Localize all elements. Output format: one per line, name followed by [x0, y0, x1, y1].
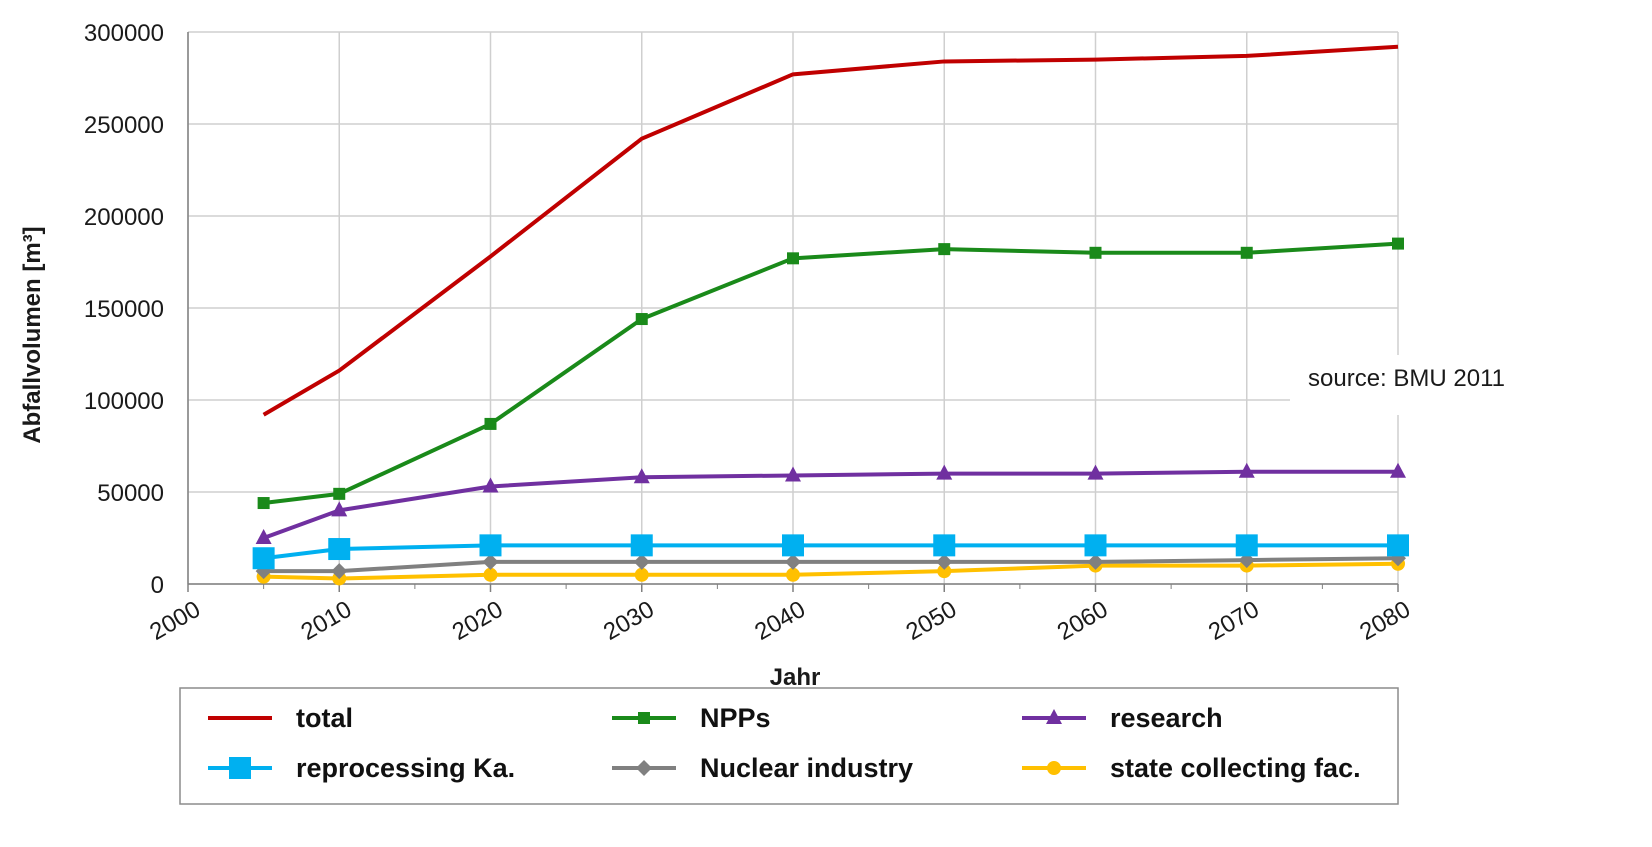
- y-tick-label: 0: [151, 572, 164, 599]
- data-point: [252, 547, 275, 570]
- data-point: [933, 534, 956, 557]
- legend-item: NPPs: [612, 703, 771, 733]
- data-point: [1087, 464, 1104, 480]
- legend-label: research: [1110, 703, 1223, 733]
- data-point: [633, 468, 650, 484]
- axes: [187, 32, 1399, 592]
- series-3: [252, 534, 1409, 570]
- legend-label: Nuclear industry: [700, 753, 913, 783]
- legend-box: [179, 687, 1399, 805]
- data-point: [1089, 246, 1102, 259]
- series-line: [263, 543, 1398, 561]
- legend: total NPPs research reprocessing Ka. Nuclear…: [179, 687, 1399, 805]
- series-2: [255, 462, 1406, 544]
- legend-swatch-marker: [638, 712, 650, 724]
- x-tick-labels: 2000 2010 2020 2030 2040 2050 2060 2070 2080: [145, 596, 1415, 646]
- y-tick-label: 300000: [84, 20, 164, 47]
- data-point: [787, 252, 799, 265]
- data-point: [633, 553, 650, 570]
- legend-label: state collecting fac.: [1110, 753, 1361, 783]
- series-line: [262, 44, 1399, 417]
- series-line: [263, 241, 1399, 506]
- legend-item: reprocessing Ka.: [208, 753, 515, 783]
- data-point: [1235, 534, 1258, 557]
- series-1: [257, 237, 1404, 510]
- legend-item: state collecting fac.: [1022, 753, 1361, 783]
- legend-swatch-marker: [636, 760, 652, 776]
- data-point: [630, 534, 653, 557]
- data-point: [331, 563, 348, 580]
- data-point: [786, 567, 800, 582]
- data-point: [936, 553, 953, 570]
- legend-swatch-marker: [229, 757, 251, 779]
- y-tick-label: 200000: [84, 204, 164, 231]
- legend-swatch-marker: [1047, 761, 1061, 775]
- data-point: [1087, 553, 1104, 570]
- legend-item: research: [1022, 703, 1223, 733]
- data-point: [333, 487, 346, 500]
- data-point: [937, 564, 952, 579]
- data-point: [482, 553, 499, 570]
- legend-item: Nuclear industry: [612, 753, 913, 783]
- data-point: [482, 477, 499, 493]
- data-point: [328, 538, 351, 561]
- legend-label: reprocessing Ka.: [296, 753, 515, 783]
- x-tick-label: 2030: [599, 596, 659, 646]
- data-point: [483, 567, 498, 582]
- y-tick-labels: 0 50000 100000 150000 200000 250000 300000: [84, 20, 164, 599]
- data-point: [1084, 534, 1107, 557]
- x-tick-label: 2010: [297, 596, 357, 646]
- x-tick-label: 2080: [1355, 596, 1415, 646]
- x-tick-label: 2060: [1053, 596, 1113, 646]
- y-tick-label: 50000: [97, 480, 164, 507]
- x-tick-label: 2070: [1204, 596, 1264, 646]
- x-tick-label: 2040: [750, 596, 810, 646]
- data-point: [1390, 462, 1406, 478]
- y-tick-label: 250000: [84, 112, 164, 139]
- data-point: [484, 417, 497, 430]
- legend-swatch-marker: [1046, 709, 1062, 724]
- data-point: [634, 567, 649, 582]
- data-point: [479, 534, 502, 557]
- data-point: [1387, 534, 1409, 557]
- data-point: [255, 529, 272, 544]
- data-point: [1238, 462, 1255, 478]
- data-point: [785, 553, 801, 570]
- data-point: [1240, 246, 1253, 259]
- data-point: [785, 466, 801, 482]
- legend-label: total: [296, 703, 353, 733]
- y-tick-label: 100000: [84, 388, 164, 415]
- x-tick-label: 2050: [902, 596, 962, 646]
- series-group: [252, 44, 1409, 586]
- legend-item: total: [208, 703, 353, 733]
- data-point: [936, 464, 953, 480]
- x-axis-title: Jahr: [770, 664, 821, 691]
- series-0: [262, 44, 1399, 417]
- y-tick-label: 150000: [84, 296, 164, 323]
- source-note: source: BMU 2011: [1290, 355, 1652, 415]
- y-axis-title: Abfallvolumen [m³]: [19, 226, 46, 443]
- data-point: [782, 534, 804, 557]
- data-point: [938, 243, 951, 256]
- data-point: [331, 501, 348, 517]
- legend-label: NPPs: [700, 703, 771, 733]
- data-point: [257, 497, 270, 510]
- grid: [187, 31, 1399, 585]
- series-line: [262, 469, 1398, 540]
- x-tick-label: 2020: [448, 596, 508, 646]
- x-tick-label: 2000: [145, 596, 205, 646]
- data-point: [1392, 237, 1404, 250]
- data-point: [635, 313, 648, 326]
